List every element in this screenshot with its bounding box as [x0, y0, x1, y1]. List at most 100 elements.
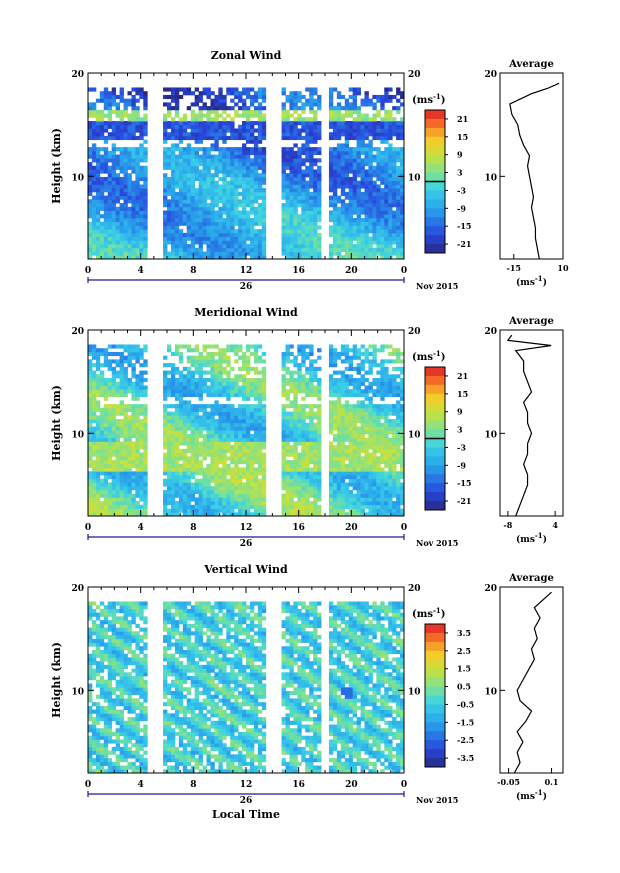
panel-zonal-wind: Zonal Wind 0 4 8 12 16 20 0 10 10 20 20 Height (km) 2… [50, 49, 569, 292]
colorbar-tick-label: -9 [457, 460, 466, 470]
colorbar-tick-label: -15 [457, 221, 471, 231]
colorbar-tick-label: 9 [457, 150, 463, 160]
colorbar-tick-label: 1.5 [457, 664, 471, 674]
colorbar-swatch [425, 154, 445, 165]
x-tick-label: 16 [292, 266, 305, 276]
y-tick-label-right: 10 [408, 430, 421, 440]
x-tick-label: 0 [401, 523, 407, 533]
x-tick-label: 12 [240, 780, 253, 790]
x-tick-label: 16 [292, 780, 305, 790]
colorbar-swatch [425, 722, 445, 732]
colorbar-swatch [425, 402, 445, 413]
colorbar-tick-label: -2.5 [457, 735, 474, 745]
colorbar-tick-label: 15 [457, 389, 468, 399]
colorbar-swatch [425, 474, 445, 484]
colorbar-swatch [425, 447, 445, 457]
colorbar-tick-label: 3.5 [457, 628, 471, 638]
x-tick-label: 0 [401, 266, 407, 276]
x-tick-label: 0 [85, 266, 91, 276]
unit-text: (ms [516, 534, 535, 545]
colorbar-tick-label: -21 [457, 239, 471, 249]
unit-close: ) [441, 95, 446, 106]
heatmap-cells [88, 344, 405, 517]
y-tick-label: 10 [71, 687, 84, 697]
colorbar-swatch [425, 118, 445, 129]
average-title: Average [508, 573, 554, 584]
colorbar-swatch [425, 235, 445, 245]
colorbar-swatch [425, 244, 445, 254]
colorbar-swatch [425, 713, 445, 723]
average-x-tick-label: 10 [557, 263, 569, 273]
colorbar-swatch [425, 677, 445, 688]
average-unit: (ms-1) [516, 531, 547, 545]
average-x-tick-label: 4 [552, 520, 558, 530]
y-tick-label-right: 10 [408, 687, 421, 697]
x-tick-label: 0 [401, 780, 407, 790]
x-tick-label: 20 [345, 266, 358, 276]
x-tick-label: 8 [190, 266, 196, 276]
average-profile: Average -8 4 10 20 (ms-1) [484, 316, 564, 545]
average-x-tick-label: 0.1 [545, 777, 559, 787]
average-y-tick-label: 10 [484, 687, 497, 697]
unit-close: ) [441, 609, 446, 620]
colorbar-swatch [425, 393, 445, 404]
colorbar-swatch [425, 456, 445, 466]
y-tick-label: 20 [71, 584, 84, 594]
colorbar-swatch [425, 181, 445, 191]
unit-close: ) [543, 791, 547, 802]
unit-text: (ms [516, 277, 535, 288]
y-tick-label-right: 20 [408, 327, 421, 337]
colorbar-tick-label: -21 [457, 496, 471, 506]
average-y-tick-label: 20 [484, 70, 497, 80]
unit-text: (ms [412, 609, 433, 620]
panel-meridional-wind: Meridional Wind 0 4 8 12 16 20 0 10 10 20 20 Height … [50, 306, 564, 549]
colorbar-tick-label: -15 [457, 478, 471, 488]
colorbar-swatch [425, 758, 445, 768]
unit-close: ) [543, 277, 547, 288]
y-tick-label: 10 [71, 430, 84, 440]
colorbar-swatch [425, 624, 445, 634]
colorbar-swatch [425, 501, 445, 511]
colorbar-tick-label: -3 [457, 442, 466, 452]
colorbar-unit: (ms-1) [412, 92, 445, 106]
heatmap-cells [88, 601, 405, 774]
colorbar-swatch [425, 127, 445, 138]
colorbar-tick-label: -3.5 [457, 753, 474, 763]
panel-title: Meridional Wind [194, 306, 298, 319]
average-y-tick-label: 10 [484, 173, 497, 183]
colorbar-tick-label: -3 [457, 185, 466, 195]
colorbar-swatch [425, 136, 445, 147]
x-tick-label: 0 [85, 780, 91, 790]
x-tick-label: 12 [240, 523, 253, 533]
average-profile: Average -0.05 0.1 10 20 (ms-1) [484, 573, 564, 802]
average-y-tick-label: 20 [484, 327, 497, 337]
colorbar-swatch [425, 465, 445, 475]
colorbar-tick-label: 21 [457, 371, 468, 381]
colorbar-swatch [425, 420, 445, 431]
x-tick-label: 0 [85, 523, 91, 533]
panel-title: Vertical Wind [203, 563, 288, 576]
colorbar-unit: (ms-1) [412, 349, 445, 363]
colorbar-swatch [425, 641, 445, 652]
average-frame [499, 329, 564, 517]
unit-text: (ms [516, 791, 535, 802]
date-label: Nov 2015 [416, 538, 458, 548]
date-label: Nov 2015 [416, 281, 458, 291]
x-tick-label: 8 [190, 523, 196, 533]
colorbar-swatch [425, 163, 445, 174]
heatmap-cells [88, 87, 405, 260]
colorbar-swatch [425, 492, 445, 502]
colorbar-swatch [425, 632, 445, 643]
y-axis-label: Height (km) [50, 128, 63, 204]
colorbar-swatch [425, 704, 445, 714]
colorbar-swatch [425, 650, 445, 661]
colorbar-frame [424, 623, 446, 768]
average-frame [499, 72, 564, 260]
average-y-tick-label: 10 [484, 430, 497, 440]
day-label: 26 [240, 539, 253, 549]
colorbar: 21 15 9 3 -3 -9 -15 -21 (ms-1) [412, 92, 471, 254]
colorbar-swatch [425, 199, 445, 209]
colorbar-tick-label: -0.5 [457, 699, 474, 709]
unit-sup: -1 [535, 274, 543, 283]
